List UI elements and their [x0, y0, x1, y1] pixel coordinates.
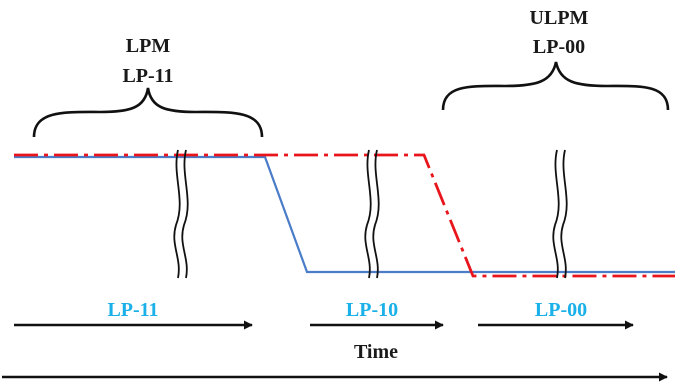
- lpm-brace: [32, 87, 264, 138]
- time-break-mark-2: [364, 149, 380, 279]
- group-lpm-title: LPM: [126, 35, 171, 57]
- red-signal-line: [14, 153, 675, 278]
- state-label-lp00: LP-00: [535, 299, 587, 321]
- group-ulpm-title: ULPM: [530, 7, 589, 29]
- time-break-mark-3: [552, 149, 568, 279]
- blue-signal-line: [14, 155, 675, 274]
- time-break-mark-1: [173, 149, 189, 279]
- group-ulpm-subtitle: LP-00: [533, 36, 585, 58]
- state-label-lp10: LP-10: [346, 299, 398, 321]
- ulpm-brace: [441, 61, 670, 111]
- time-axis-label: Time: [354, 341, 398, 363]
- group-lpm-subtitle: LP-11: [122, 65, 173, 87]
- state-label-lp11: LP-11: [107, 299, 158, 321]
